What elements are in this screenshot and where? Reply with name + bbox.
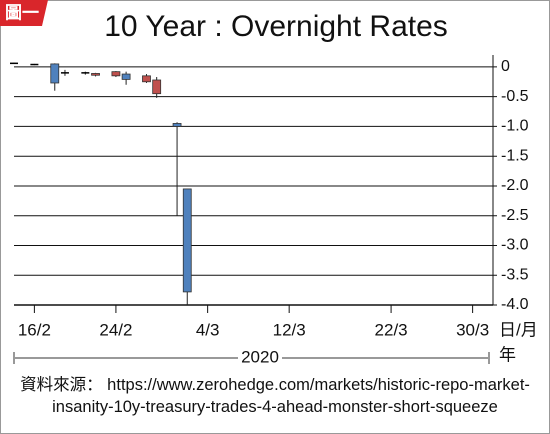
candle-body — [50, 63, 60, 84]
y-tick-label: -1.5 — [501, 147, 529, 164]
year-label: 2020 — [241, 347, 279, 366]
candle-body — [142, 75, 151, 83]
y-tick-label: -2.0 — [501, 177, 529, 194]
x-tick-label: 30/3 — [456, 320, 489, 339]
x-tick-label: 16/2 — [18, 320, 51, 339]
x-tick-label: 24/2 — [99, 320, 132, 339]
badge-box — [0, 0, 48, 26]
source: 資料來源： https://www.zerohedge.com/markets/… — [20, 376, 530, 416]
y-tick-label: -3.5 — [501, 266, 529, 283]
y-tick-label: -4.0 — [501, 296, 529, 313]
x-tick-label: 22/3 — [375, 320, 408, 339]
candle-body — [91, 73, 100, 76]
y-tick-label: -2.5 — [501, 207, 529, 224]
y-tick-label: -3.0 — [501, 237, 529, 254]
y-tick-label: 0 — [501, 58, 510, 75]
y-tick-label: -0.5 — [501, 88, 529, 105]
chart-title: 10 Year : Overnight Rates — [104, 10, 448, 43]
candle-body — [172, 123, 182, 127]
y-tick-label: -1.0 — [501, 118, 529, 135]
x-tick-label: 12/3 — [273, 320, 306, 339]
badge: 圖一 — [5, 3, 39, 22]
x-unit: 日/月 — [499, 320, 538, 339]
candle-body — [111, 71, 121, 77]
year-unit: 年 — [499, 345, 516, 364]
candle-body — [152, 79, 162, 95]
candle-body — [182, 188, 192, 293]
x-tick-label: 4/3 — [196, 320, 220, 339]
candle-body — [121, 73, 131, 80]
